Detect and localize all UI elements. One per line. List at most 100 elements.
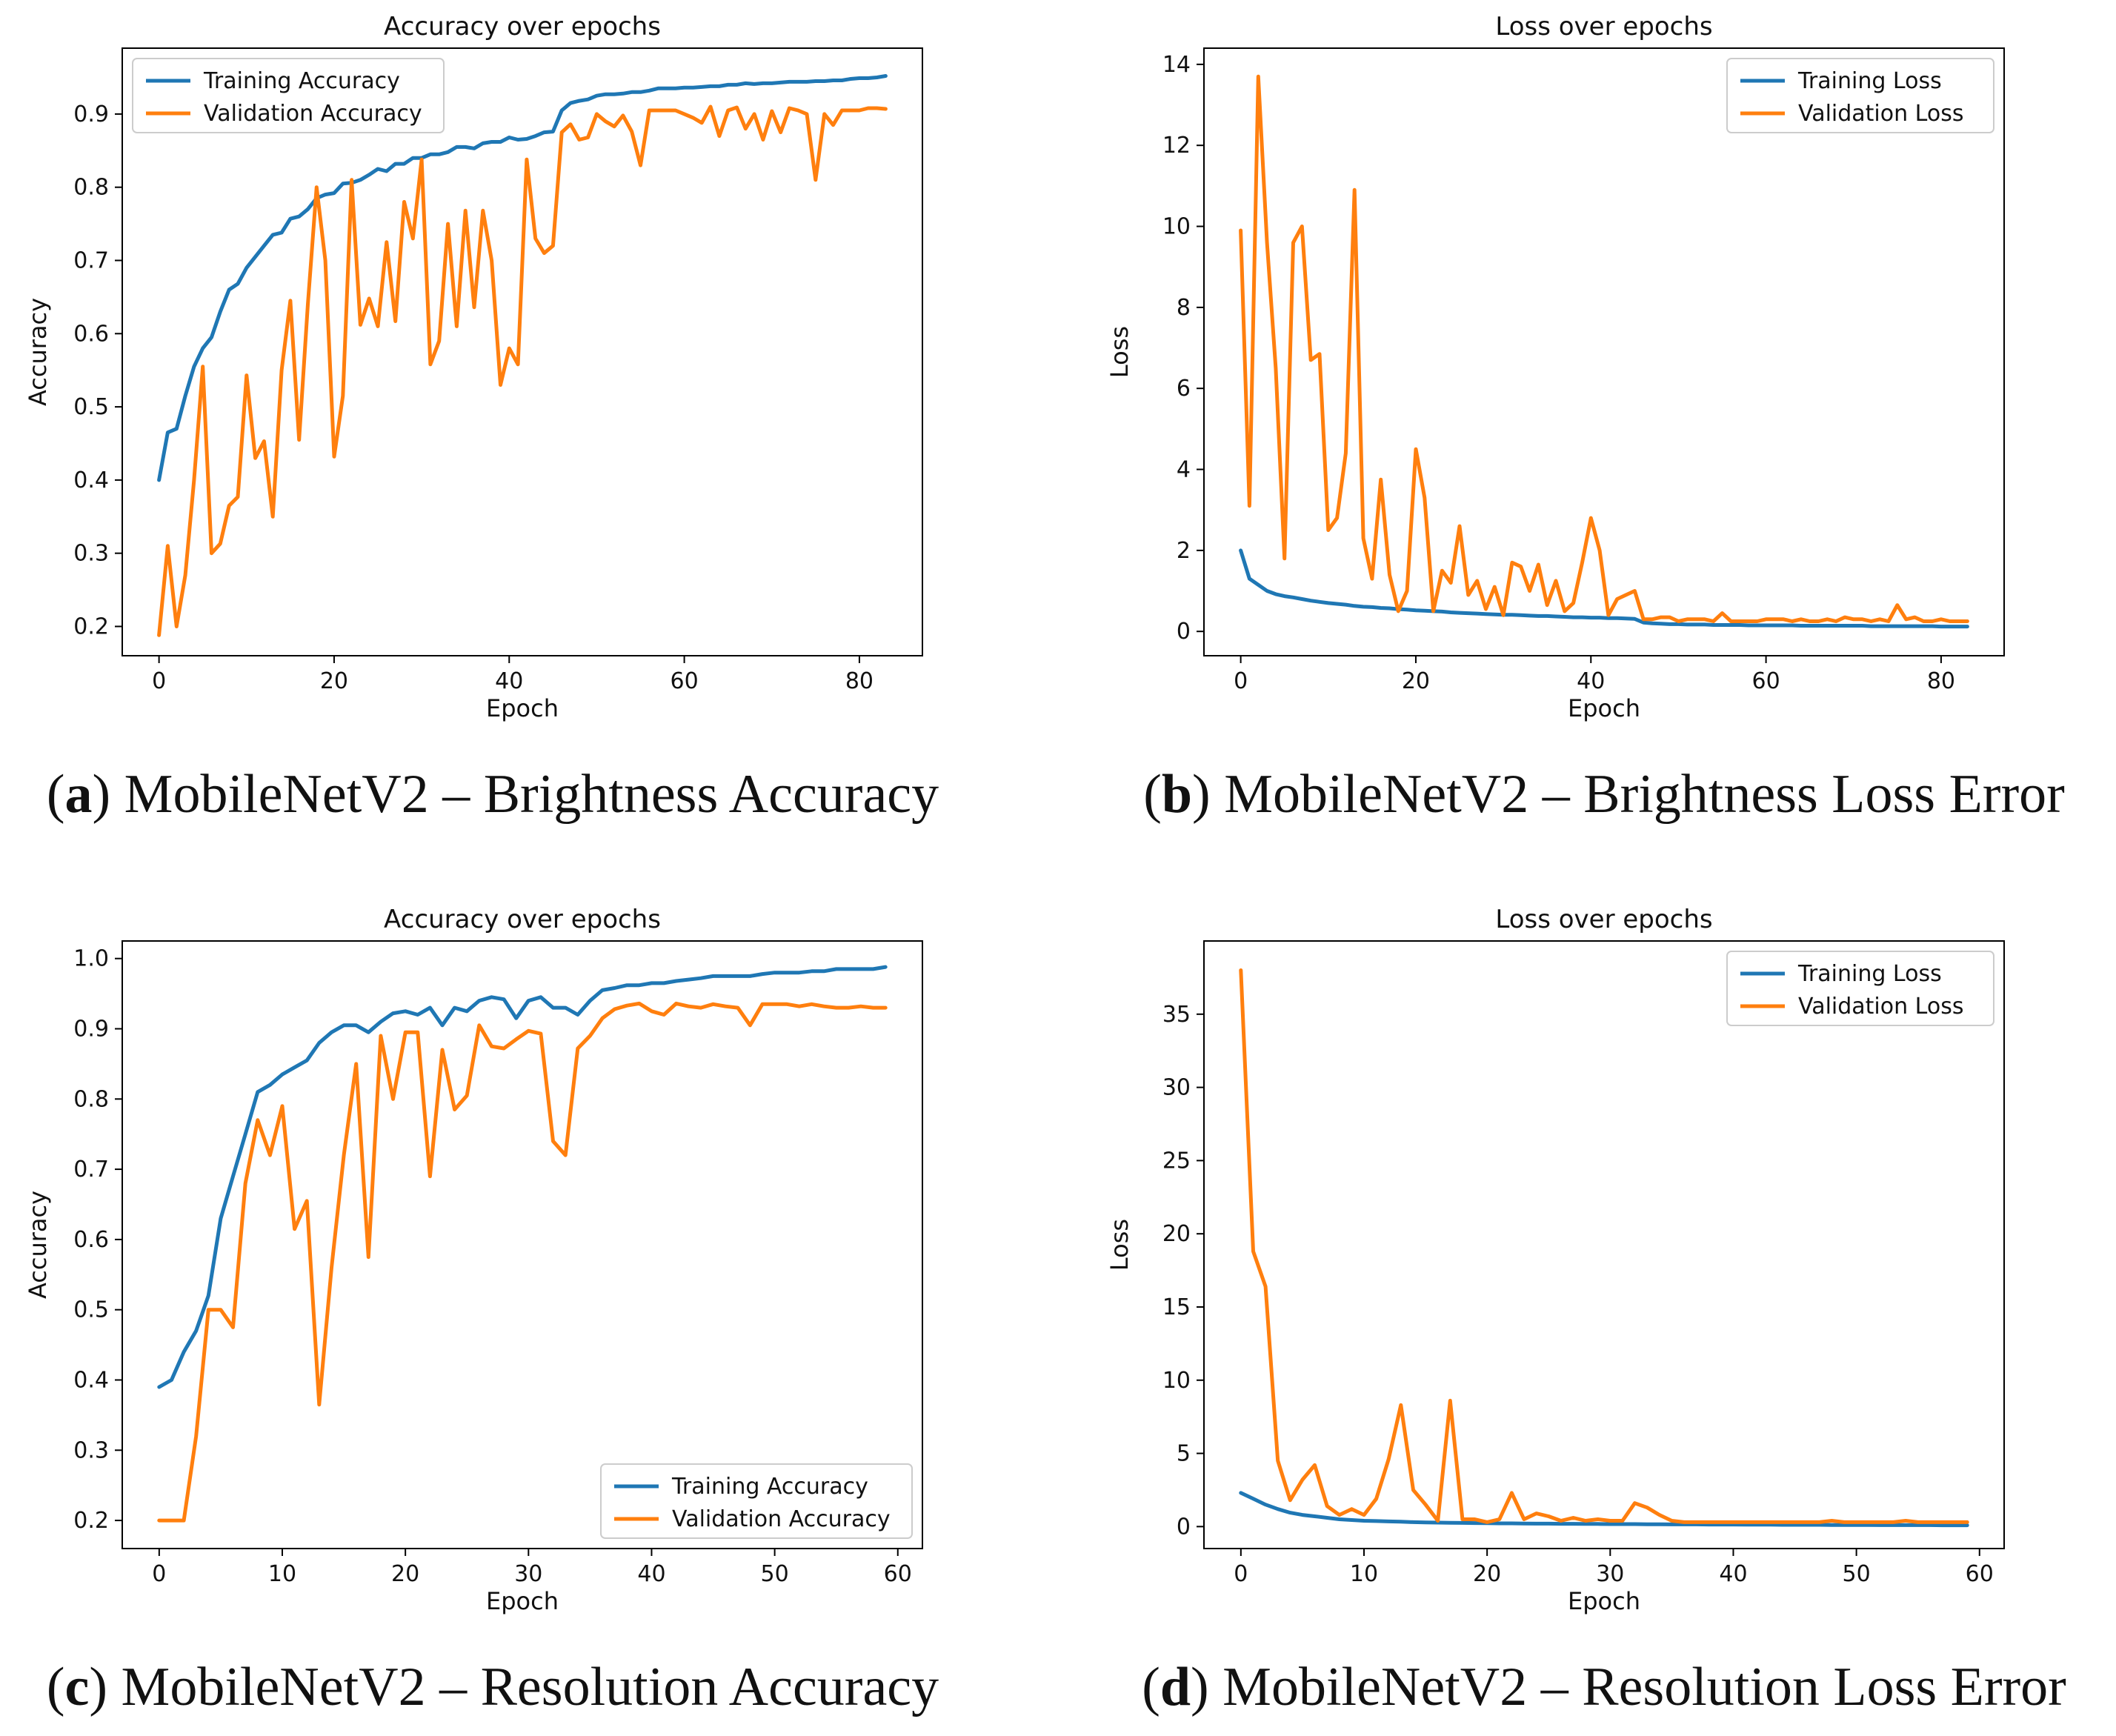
chart-panel-d: Loss over epochs 0 10 20 30 40 50 60 0 5 10 15 20 25 3… bbox=[1105, 905, 2005, 1615]
plot-frame bbox=[1203, 940, 2005, 1549]
x-tick-label: 40 bbox=[1719, 1561, 1747, 1587]
caption-a-letter: a bbox=[64, 764, 93, 825]
legend-label: Validation Loss bbox=[1798, 994, 1963, 1020]
legend: Training Loss Validation Loss bbox=[1726, 58, 1994, 133]
y-tick-label: 10 bbox=[1162, 214, 1191, 240]
legend: Training Accuracy Validation Accuracy bbox=[600, 1463, 913, 1539]
legend-box bbox=[600, 1463, 913, 1539]
x-tick-label: 40 bbox=[1577, 668, 1605, 694]
legend-label: Training Loss bbox=[1797, 68, 1942, 94]
x-tick-label: 50 bbox=[761, 1561, 789, 1587]
y-tick-label: 0.8 bbox=[73, 175, 109, 201]
y-axis-label: Accuracy bbox=[24, 1191, 52, 1299]
y-tick-label: 0.3 bbox=[73, 541, 109, 567]
x-axis-label: Epoch bbox=[486, 1587, 559, 1615]
legend-label: Validation Accuracy bbox=[204, 101, 422, 127]
x-tick-label: 20 bbox=[1402, 668, 1430, 694]
y-tick-label: 0.2 bbox=[73, 1508, 109, 1534]
x-tick-label: 40 bbox=[637, 1561, 665, 1587]
caption-c-letter: c bbox=[64, 1657, 90, 1717]
chart-title: Accuracy over epochs bbox=[384, 12, 661, 41]
y-tick-label: 0 bbox=[1177, 619, 1191, 645]
chart-panel-c: Accuracy over epochs 0 10 20 30 40 50 60 0.2 0.3 0… bbox=[24, 905, 923, 1615]
x-axis-label: Epoch bbox=[1568, 694, 1640, 722]
y-tick-label: 0.4 bbox=[73, 1367, 109, 1393]
y-tick-label: 0.8 bbox=[73, 1086, 109, 1112]
legend-label: Training Accuracy bbox=[203, 68, 400, 94]
x-tick-label: 60 bbox=[1752, 668, 1780, 694]
caption-c: (c) MobileNetV2 – Resolution Accuracy bbox=[46, 1657, 939, 1717]
y-tick-label: 0 bbox=[1177, 1514, 1191, 1540]
series-line-validation bbox=[1239, 74, 1969, 623]
caption-b: (b) MobileNetV2 – Brightness Loss Error bbox=[1143, 764, 2065, 825]
x-tick-label: 20 bbox=[1473, 1561, 1501, 1587]
series-line-training bbox=[1239, 1491, 1969, 1528]
y-axis-label: Accuracy bbox=[24, 298, 52, 406]
y-tick-label: 0.9 bbox=[73, 102, 109, 127]
x-tick-label: 60 bbox=[671, 668, 699, 694]
x-tick-label: 0 bbox=[1234, 1561, 1248, 1587]
x-tick-label: 0 bbox=[1234, 668, 1248, 694]
series-line-validation bbox=[1239, 968, 1969, 1524]
y-tick-label: 15 bbox=[1162, 1294, 1191, 1320]
y-tick-label: 1.0 bbox=[73, 946, 109, 972]
y-tick-label: 0.6 bbox=[73, 321, 109, 347]
x-tick-label: 0 bbox=[152, 668, 166, 694]
x-tick-label: 50 bbox=[1843, 1561, 1871, 1587]
y-tick-label: 35 bbox=[1162, 1002, 1191, 1028]
x-tick-label: 10 bbox=[1350, 1561, 1378, 1587]
y-tick-label: 8 bbox=[1177, 295, 1191, 321]
y-tick-label: 20 bbox=[1162, 1221, 1191, 1247]
legend-box bbox=[1726, 58, 1994, 133]
y-tick-label: 0.7 bbox=[73, 1157, 109, 1183]
caption-b-letter: b bbox=[1161, 764, 1193, 825]
series-line-training bbox=[157, 74, 888, 482]
x-tick-label: 80 bbox=[845, 668, 874, 694]
y-axis-label: Loss bbox=[1105, 326, 1134, 378]
y-tick-label: 4 bbox=[1177, 457, 1191, 483]
y-tick-label: 2 bbox=[1177, 538, 1191, 564]
y-tick-label: 14 bbox=[1162, 52, 1191, 78]
x-tick-label: 20 bbox=[320, 668, 348, 694]
legend: Training Accuracy Validation Accuracy bbox=[132, 58, 445, 133]
x-tick-label: 0 bbox=[152, 1561, 166, 1587]
y-tick-label: 0.5 bbox=[73, 1297, 109, 1323]
caption-c-text: MobileNetV2 – Resolution Accuracy bbox=[121, 1657, 939, 1717]
y-tick-label: 0.5 bbox=[73, 394, 109, 420]
chart-title: Accuracy over epochs bbox=[384, 905, 661, 934]
x-tick-label: 10 bbox=[268, 1561, 296, 1587]
legend: Training Loss Validation Loss bbox=[1726, 951, 1994, 1026]
y-tick-label: 0.6 bbox=[73, 1227, 109, 1253]
x-axis-label: Epoch bbox=[486, 694, 559, 722]
legend-label: Validation Loss bbox=[1798, 101, 1963, 127]
y-tick-label: 0.2 bbox=[73, 613, 109, 639]
y-tick-label: 12 bbox=[1162, 133, 1191, 159]
x-tick-label: 30 bbox=[1596, 1561, 1624, 1587]
chart-panel-b: Loss over epochs 0 20 40 60 80 0 2 4 6 8 10 12 14 Epoc… bbox=[1105, 12, 2005, 722]
plot-frame bbox=[122, 940, 923, 1549]
chart-title: Loss over epochs bbox=[1495, 12, 1712, 41]
caption-d-letter: d bbox=[1160, 1657, 1191, 1717]
y-tick-label: 5 bbox=[1177, 1441, 1191, 1467]
y-tick-label: 10 bbox=[1162, 1368, 1191, 1394]
y-tick-label: 30 bbox=[1162, 1075, 1191, 1101]
caption-b-text: MobileNetV2 – Brightness Loss Error bbox=[1224, 764, 2065, 825]
caption-a: (a) MobileNetV2 – Brightness Accuracy bbox=[46, 764, 939, 825]
plot-frame bbox=[122, 47, 923, 656]
y-tick-label: 0.7 bbox=[73, 248, 109, 274]
x-tick-label: 30 bbox=[514, 1561, 542, 1587]
x-tick-label: 80 bbox=[1927, 668, 1955, 694]
y-tick-label: 0.3 bbox=[73, 1437, 109, 1463]
legend-box bbox=[132, 58, 445, 133]
y-tick-label: 6 bbox=[1177, 376, 1191, 402]
series-line-training bbox=[157, 965, 888, 1389]
caption-d-text: MobileNetV2 – Resolution Loss Error bbox=[1222, 1657, 2066, 1717]
y-axis-label: Loss bbox=[1105, 1219, 1134, 1271]
chart-panel-a: Accuracy over epochs 0 20 40 60 80 0.2 0.3 0.4 0.… bbox=[24, 12, 923, 722]
x-tick-label: 60 bbox=[884, 1561, 912, 1587]
series-line-training bbox=[1239, 548, 1969, 629]
caption-d: (d) MobileNetV2 – Resolution Loss Error bbox=[1142, 1657, 2066, 1717]
y-tick-label: 25 bbox=[1162, 1148, 1191, 1174]
legend-label: Training Accuracy bbox=[671, 1474, 868, 1500]
